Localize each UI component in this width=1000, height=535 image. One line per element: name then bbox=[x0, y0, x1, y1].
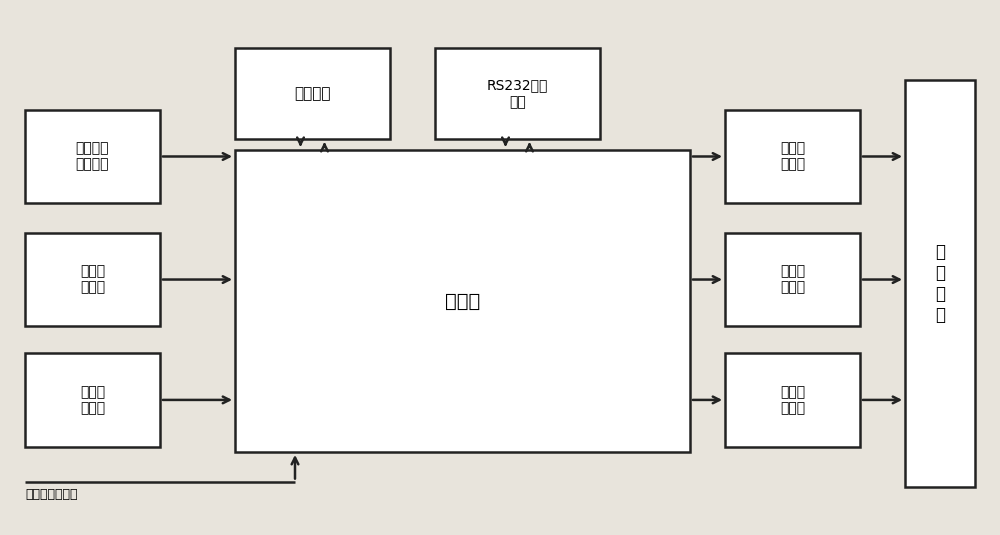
Text: 处理器: 处理器 bbox=[445, 292, 480, 310]
Text: 充放电状态信号: 充放电状态信号 bbox=[25, 488, 78, 501]
Text: RS232通信
接口: RS232通信 接口 bbox=[487, 79, 548, 109]
Text: 充放电
流检测: 充放电 流检测 bbox=[80, 264, 105, 295]
Bar bbox=[235, 48, 390, 139]
Text: 充
电
回
路: 充 电 回 路 bbox=[935, 243, 945, 324]
Bar bbox=[25, 233, 160, 326]
Bar bbox=[435, 48, 600, 139]
Bar bbox=[725, 233, 860, 326]
Bar bbox=[25, 353, 160, 447]
Text: 液晶显示: 液晶显示 bbox=[294, 86, 331, 101]
Text: 环境温
度检测: 环境温 度检测 bbox=[80, 385, 105, 415]
Bar bbox=[725, 353, 860, 447]
Text: 充电电
压输出: 充电电 压输出 bbox=[780, 141, 805, 172]
Bar bbox=[725, 110, 860, 203]
Text: 充电电
流输出: 充电电 流输出 bbox=[780, 264, 805, 295]
Text: 故障报
警提示: 故障报 警提示 bbox=[780, 385, 805, 415]
Bar bbox=[235, 150, 690, 452]
Bar bbox=[905, 80, 975, 487]
Bar bbox=[25, 110, 160, 203]
Text: 蓄电池端
电压检测: 蓄电池端 电压检测 bbox=[76, 141, 109, 172]
